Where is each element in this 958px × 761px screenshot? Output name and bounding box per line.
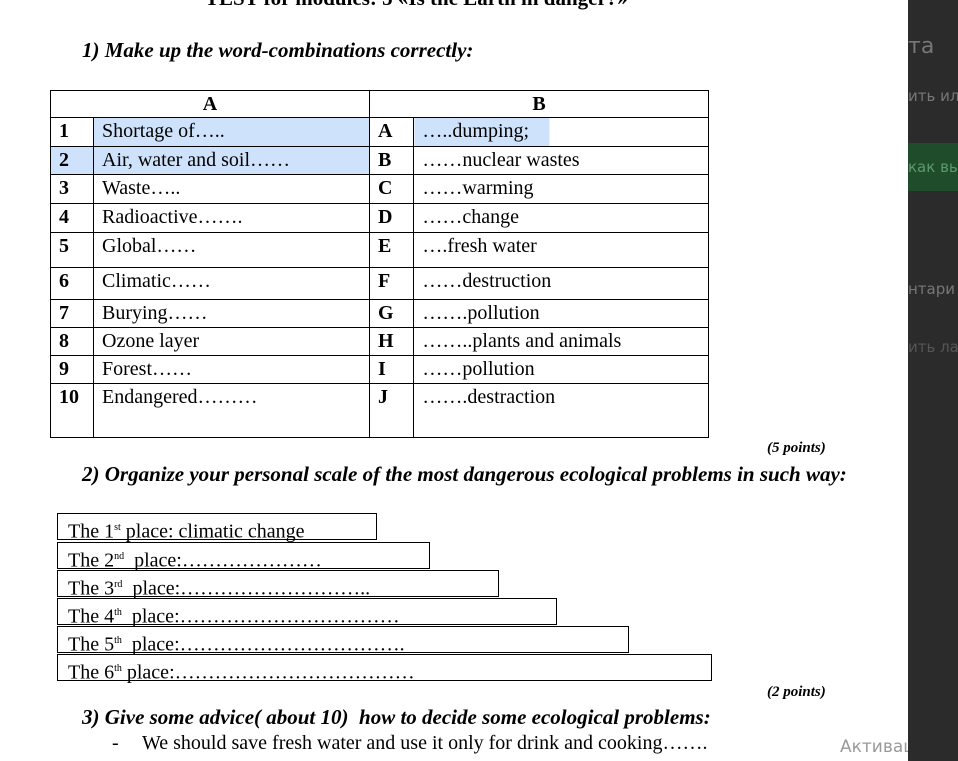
- header-cell: A: [50, 90, 370, 118]
- item-b: ……nuclear wastes: [413, 146, 709, 175]
- item-b: ……change: [413, 203, 709, 233]
- scale-sup: th: [114, 635, 122, 646]
- num: 5: [50, 232, 94, 268]
- item-b: ……destruction: [413, 267, 709, 300]
- scale-row: The 2nd place:…………………: [57, 542, 430, 572]
- scale-text: place: climatic change: [120, 520, 305, 543]
- item-a: Climatic……: [93, 267, 370, 300]
- scale-text: place:………………………………: [121, 661, 415, 684]
- points: (5 points): [767, 440, 826, 456]
- let: J: [368, 383, 415, 438]
- scale-text: place:…………………………….: [121, 633, 405, 656]
- let: H: [368, 327, 415, 356]
- scale-text: The 3: [68, 577, 115, 600]
- item-a: Ozone layer: [93, 327, 370, 356]
- points: (2 points): [767, 684, 826, 700]
- table-row: 3 Waste….. C ……warming: [50, 174, 709, 204]
- scale-row: The 4th place:……………………………: [57, 598, 557, 628]
- item-b: ….fresh water: [413, 232, 709, 268]
- let: E: [368, 232, 415, 268]
- let: I: [368, 355, 415, 384]
- let: D: [368, 203, 415, 233]
- item-a: Air, water and soil……: [93, 146, 370, 175]
- advice: We should save fresh water and use it on…: [142, 732, 708, 754]
- item-b: ……pollution: [413, 355, 709, 384]
- item-a: Forest……: [93, 355, 370, 384]
- let: G: [368, 299, 415, 328]
- num: 8: [50, 327, 94, 356]
- item-a: Burying……: [93, 299, 370, 328]
- num: 10: [50, 383, 94, 438]
- doc-title: TEST for modules: 5 «Is the Earth in dan…: [205, 0, 628, 11]
- scale-row: The 5th place:…………………………….: [57, 626, 629, 656]
- item-b: …….pollution: [413, 299, 709, 328]
- let: B: [368, 146, 415, 175]
- scale-text: place:…………………: [124, 549, 322, 572]
- item-a: Waste…..: [93, 174, 370, 204]
- scale-sup: th: [114, 607, 122, 618]
- header-cell: B: [369, 90, 709, 118]
- scale-sup: rd: [114, 579, 123, 590]
- scale-sup: nd: [114, 551, 125, 562]
- item-a: Endangered………: [93, 383, 370, 438]
- scale-sup: st: [114, 522, 121, 533]
- table-row: 4 Radioactive……. D ……change: [50, 203, 709, 233]
- bullet: -: [112, 732, 119, 754]
- table-row: 8 Ozone layer H ……..plants and animals: [50, 327, 709, 356]
- sidebar: та ить ил как вы нтари ить ла: [908, 0, 958, 761]
- num: 6: [50, 267, 94, 300]
- let: F: [368, 267, 415, 300]
- table-row: 1 Shortage of….. A …..dumping;: [50, 117, 709, 147]
- item-b: ……warming: [413, 174, 709, 204]
- scale-text: The 1: [68, 520, 115, 543]
- num: 7: [50, 299, 94, 328]
- task-title: 1) Make up the word-combinations correct…: [82, 38, 474, 62]
- item-a: Shortage of…..: [93, 117, 370, 147]
- task-title: 2) Organize your personal scale of the m…: [82, 462, 847, 486]
- sidebar-button[interactable]: как вы: [908, 143, 958, 191]
- scale-text: The 4: [68, 605, 115, 628]
- table-row: 5 Global…… E ….fresh water: [50, 232, 709, 268]
- sidebar-text: та: [908, 34, 935, 59]
- item-b: …..dumping;: [413, 117, 709, 147]
- task-title: 3) Give some advice( about 10) how to de…: [82, 705, 711, 729]
- item-b: …….destraction: [413, 383, 709, 438]
- item-b: ……..plants and animals: [413, 327, 709, 356]
- let: A: [368, 117, 415, 147]
- scale-row: The 3rd place:………………………..: [57, 570, 499, 600]
- scale-text: The 5: [68, 633, 115, 656]
- let: C: [368, 174, 415, 204]
- sidebar-text: ить ил: [908, 87, 958, 105]
- scale-row: The 6th place:………………………………: [57, 654, 712, 684]
- num: 3: [50, 174, 94, 204]
- scale-text: The 2: [68, 549, 115, 572]
- item-a: Radioactive…….: [93, 203, 370, 233]
- num: 1: [50, 117, 94, 147]
- scale-row: The 1st place: climatic change: [57, 513, 377, 543]
- scale-text: place:………………………..: [122, 577, 371, 600]
- table-row: 10 Endangered……… J …….destraction: [50, 383, 709, 438]
- scale-sup: th: [114, 663, 122, 674]
- scale-text: place:……………………………: [121, 605, 400, 628]
- num: 4: [50, 203, 94, 233]
- table-row: 6 Climatic…… F ……destruction: [50, 267, 709, 300]
- table-row: 9 Forest…… I ……pollution: [50, 355, 709, 384]
- table-row: 7 Burying…… G …….pollution: [50, 299, 709, 328]
- item-a: Global……: [93, 232, 370, 268]
- table-row: 2 Air, water and soil…… B ……nuclear wastes: [50, 146, 709, 175]
- scale-text: The 6: [68, 661, 115, 684]
- match-table: A B 1 Shortage of….. A …..dumping; 2 Air, water…: [50, 90, 709, 438]
- sidebar-text: ить ла: [908, 338, 958, 356]
- num: 9: [50, 355, 94, 384]
- num: 2: [50, 146, 94, 175]
- sidebar-text: нтари: [908, 280, 956, 298]
